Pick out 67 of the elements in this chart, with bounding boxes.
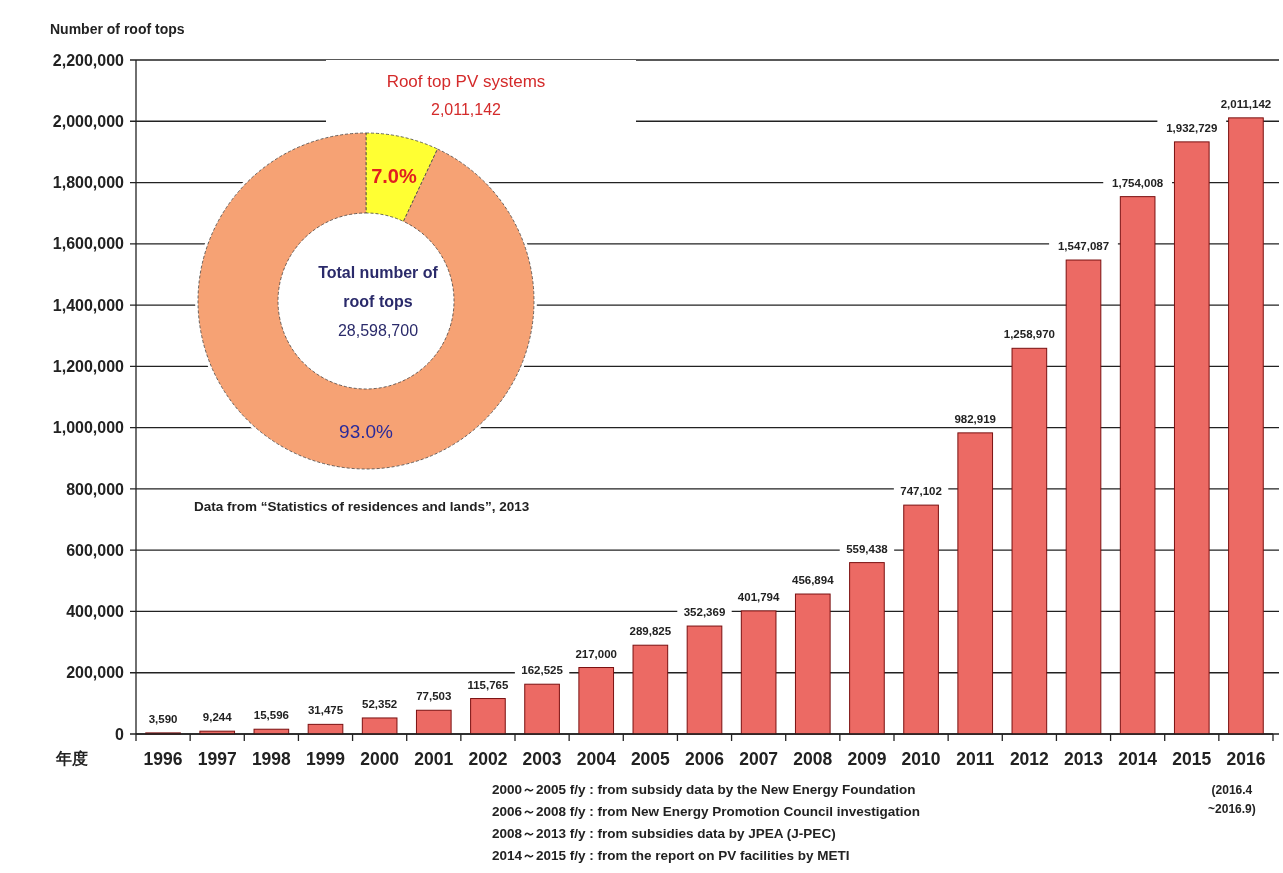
x-tick-label: 2011 <box>956 749 995 769</box>
data-label: 77,503 <box>416 690 452 703</box>
x-tick-label: 1996 <box>143 749 183 769</box>
x-tick-label: 1998 <box>251 749 292 769</box>
x-tick-label: 1999 <box>306 749 346 769</box>
y-tick-label: 1,800,000 <box>52 174 125 192</box>
y-tick-label: 2,200,000 <box>52 51 125 69</box>
data-label: 2,011,142 <box>1220 97 1272 110</box>
y-tick-label: 600,000 <box>66 541 125 559</box>
data-label: 1,932,729 <box>1166 121 1218 134</box>
data-label: 747,102 <box>900 485 942 498</box>
data-label: 1,547,087 <box>1057 240 1110 253</box>
x-tick-label: 2014 <box>1118 749 1158 769</box>
data-label: 1,754,008 <box>1112 176 1164 189</box>
x-tick-label: 2010 <box>901 749 941 769</box>
data-label: 217,000 <box>575 647 617 660</box>
data-label: 982,919 <box>954 412 996 425</box>
x-tick-label: 2015 <box>1172 749 1212 769</box>
data-label: 52,352 <box>362 697 398 710</box>
text: 2008～2013 f/y : from subsidies data by JPEA (J-PEC) <box>492 826 836 841</box>
y-axis-title: Number of roof tops <box>50 21 185 37</box>
data-label: 31,475 <box>307 704 344 717</box>
x-tick-label: 2000 <box>360 749 400 769</box>
x-tick-label: 2016 <box>1226 749 1266 769</box>
text: 2000～2005 f/y : from subsidy data by the New Energy Foundation <box>492 782 916 797</box>
x-tick-label: 2008 <box>793 749 833 769</box>
x-axis-title: 年度 <box>55 749 88 767</box>
data-label: 15,596 <box>253 709 289 722</box>
data-label: 289,825 <box>629 625 672 638</box>
text: 2006～2008 f/y : from New Energy Promotion Council investigation <box>492 804 921 819</box>
x-tick-label: 2003 <box>522 749 562 769</box>
y-tick-label: 1,000,000 <box>52 419 125 437</box>
data-label: 401,794 <box>737 590 781 603</box>
slice-label: Roof top PV systems <box>386 72 546 91</box>
x-tick-label: 2012 <box>1009 749 1050 769</box>
data-label: 7.0% <box>371 165 417 188</box>
x-tick-label: 2001 <box>414 749 454 769</box>
data-label: 456,894 <box>792 574 835 587</box>
y-tick-label: 400,000 <box>66 603 125 621</box>
y-tick-label: 1,400,000 <box>52 296 125 314</box>
annotation: Data from “Statistics of residences and lands”, 2013 <box>194 499 530 514</box>
data-label: 93.0% <box>339 420 394 442</box>
text: 2014～2015 f/y : from the report on PV facilities by METI <box>492 848 850 863</box>
y-tick-label: 1,200,000 <box>52 357 125 375</box>
x-tick-label: 2013 <box>1064 749 1104 769</box>
x-tick-label: 2005 <box>630 749 671 769</box>
y-tick-label: 1,600,000 <box>52 235 125 253</box>
annotation: 2,011,142 <box>431 101 502 118</box>
y-tick-label: 800,000 <box>66 480 125 498</box>
annotation: Total number of roof tops 28,598,700 <box>318 264 439 339</box>
x-tick-label: 2007 <box>739 749 779 769</box>
text: (2016.4 ~2016.9) <box>1208 783 1256 816</box>
x-tick-label: 2006 <box>685 749 725 769</box>
y-tick-label: 0 <box>115 725 125 743</box>
data-label: 9,244 <box>202 711 233 724</box>
data-label: 3,590 <box>148 712 178 725</box>
data-label: 115,765 <box>467 678 509 691</box>
x-tick-label: 2004 <box>576 749 616 769</box>
x-tick-label: 2009 <box>847 749 887 769</box>
y-tick-label: 200,000 <box>66 664 125 682</box>
x-tick-label: 2002 <box>468 749 508 769</box>
y-tick-label: 2,000,000 <box>52 112 125 130</box>
data-label: 1,258,970 <box>1003 328 1055 341</box>
data-label: 352,369 <box>683 606 726 619</box>
x-tick-label: 1997 <box>197 749 237 769</box>
data-label: 559,438 <box>846 542 889 555</box>
data-label: 162,525 <box>521 664 564 677</box>
